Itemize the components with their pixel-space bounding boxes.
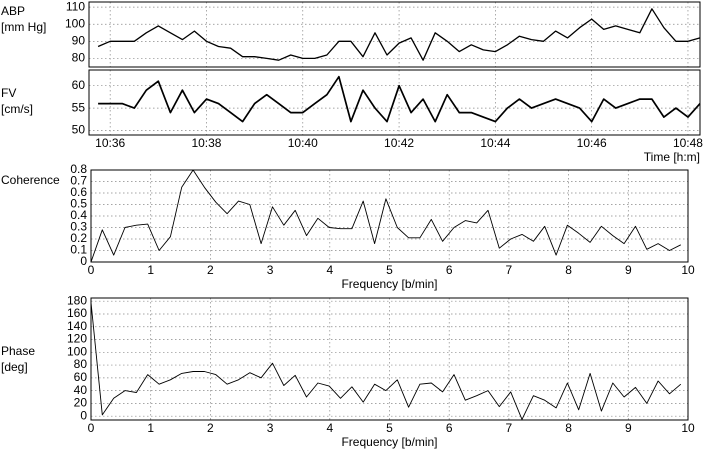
y-tick-label: 0 (80, 408, 87, 422)
y-tick-label: 140 (67, 319, 87, 333)
x-axis-label: Frequency [b/min] (341, 277, 437, 291)
x-tick-label: 10 (681, 263, 695, 277)
y-tick-label: 40 (74, 383, 88, 397)
x-tick-label: 10 (681, 421, 695, 435)
x-tick-label: 10:46 (577, 136, 607, 150)
y-tick-label: 0.8 (70, 162, 87, 176)
x-tick-label: 3 (267, 263, 274, 277)
x-tick-label: 10:44 (480, 136, 510, 150)
x-tick-label: 10:36 (95, 136, 125, 150)
y-tick-label: 55 (72, 100, 86, 114)
x-tick-label: 7 (506, 263, 513, 277)
y-tick-label: 0.3 (70, 220, 87, 234)
x-tick-label: 10:48 (673, 136, 703, 150)
plot-frame (88, 69, 701, 136)
y-tick-label: 110 (66, 0, 85, 13)
x-tick-label: 1 (147, 421, 154, 435)
x-tick-label: 1 (147, 263, 154, 277)
x-tick-label: 9 (625, 421, 632, 435)
y-axis-label: Coherence (1, 173, 60, 187)
y-tick-label: 60 (74, 370, 88, 384)
x-tick-label: 5 (386, 263, 393, 277)
x-tick-label: 8 (565, 421, 572, 435)
x-tick-label: 0 (88, 421, 95, 435)
x-tick-label: 4 (326, 421, 333, 435)
y-axis-label: Phase (1, 344, 35, 358)
x-tick-label: 0 (88, 263, 95, 277)
x-tick-label: 4 (326, 263, 333, 277)
data-line (90, 302, 682, 420)
x-tick-label: 9 (625, 263, 632, 277)
x-tick-label: 6 (446, 263, 453, 277)
y-tick-label: 160 (67, 306, 87, 320)
plot-frame (90, 297, 689, 421)
y-tick-label: 120 (67, 332, 87, 346)
y-tick-label: 90 (72, 34, 86, 48)
y-axis-label: FV (1, 86, 16, 100)
y-tick-label: 0.7 (70, 174, 87, 188)
y-tick-label: 0.4 (70, 208, 87, 222)
x-axis-label: Frequency [b/min] (341, 435, 437, 449)
y-tick-label: 80 (74, 357, 88, 371)
x-tick-label: 10:40 (288, 136, 318, 150)
y-tick-label: 80 (72, 51, 86, 65)
data-line (98, 75, 701, 123)
y-axis-label: ABP (1, 4, 25, 18)
y-tick-label: 0 (80, 254, 87, 268)
x-tick-label: 10:38 (191, 136, 221, 150)
x-tick-label: 2 (207, 263, 214, 277)
y-axis-label: [mm Hg] (1, 20, 46, 34)
y-tick-label: 0.6 (70, 185, 87, 199)
data-line (97, 8, 701, 61)
y-tick-label: 100 (65, 16, 85, 30)
x-tick-label: 3 (267, 421, 274, 435)
x-axis-label: Time [h:m] (644, 150, 700, 164)
data-line (90, 169, 682, 263)
y-tick-label: 180 (67, 293, 87, 307)
x-tick-label: 10:42 (384, 136, 414, 150)
y-tick-label: 0.1 (70, 243, 87, 257)
y-tick-label: 0.5 (70, 197, 87, 211)
y-tick-label: 100 (67, 344, 87, 358)
plot-frame (90, 169, 689, 263)
y-tick-label: 20 (74, 396, 88, 410)
plot-frame (88, 1, 701, 68)
x-tick-label: 5 (386, 421, 393, 435)
x-tick-label: 6 (446, 421, 453, 435)
y-tick-label: 0.2 (70, 231, 87, 245)
x-tick-label: 2 (207, 421, 214, 435)
y-axis-label: [deg] (1, 360, 28, 374)
x-tick-label: 8 (565, 263, 572, 277)
y-axis-label: [cm/s] (1, 102, 33, 116)
y-tick-label: 50 (72, 123, 86, 137)
y-tick-label: 60 (72, 78, 86, 92)
x-tick-label: 7 (506, 421, 513, 435)
